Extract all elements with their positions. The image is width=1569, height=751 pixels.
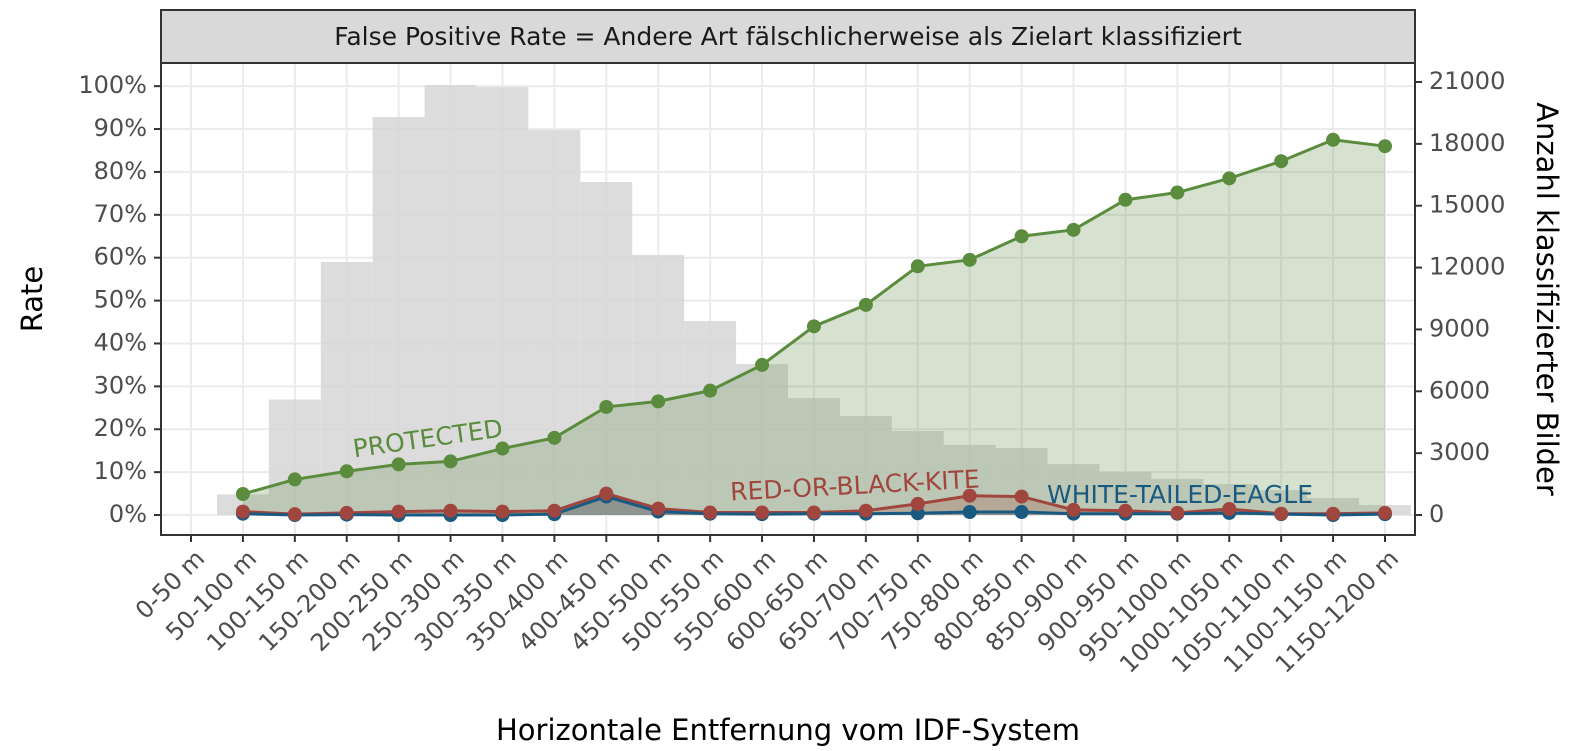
y-tick-label: 30% (94, 371, 147, 399)
point (1222, 502, 1237, 517)
point (235, 487, 250, 502)
y-tick-label: 10% (94, 457, 147, 485)
bar (684, 320, 737, 515)
point (1378, 505, 1392, 520)
point (1014, 229, 1029, 244)
point (547, 430, 562, 445)
y-tick-label: 50% (94, 286, 147, 314)
y-tick-label: 40% (94, 328, 147, 356)
y-tick-label: 60% (94, 243, 147, 271)
point (1326, 506, 1341, 521)
point (495, 441, 510, 456)
y2-tick-label: 3000 (1429, 438, 1490, 466)
bar (372, 117, 425, 515)
point (1222, 171, 1237, 186)
point (1326, 132, 1341, 147)
bar (788, 398, 840, 515)
point (806, 505, 821, 520)
y2-axis-title: Anzahl klassifizierter Bilder (1530, 102, 1564, 496)
y-tick-label: 70% (94, 200, 147, 228)
y-tick-label: 0% (109, 500, 147, 528)
point (703, 383, 718, 398)
point (962, 488, 977, 503)
series-label: WHITE-TAILED-EAGLE (1047, 480, 1313, 509)
point (339, 464, 354, 479)
y-axis-title: Rate (15, 266, 49, 333)
bar (424, 85, 477, 516)
point (755, 505, 770, 520)
y2-tick-label: 0 (1429, 500, 1444, 528)
point (1118, 503, 1133, 518)
y2-tick-label: 12000 (1429, 253, 1505, 281)
y2-tick-label: 9000 (1429, 314, 1490, 342)
point (443, 503, 458, 518)
y2-tick-label: 6000 (1429, 376, 1490, 404)
point (1274, 506, 1289, 521)
point (806, 319, 821, 334)
point (755, 357, 770, 372)
point (1066, 222, 1081, 237)
point (703, 505, 718, 520)
point (858, 297, 873, 312)
point (1014, 489, 1029, 504)
bar (528, 130, 581, 515)
point (910, 496, 925, 511)
point (443, 454, 458, 469)
bar (1307, 498, 1360, 515)
panel-border (160, 62, 1416, 536)
point (1274, 154, 1289, 169)
point (495, 504, 510, 519)
y-tick-label: 100% (78, 71, 147, 99)
y2-tick-label: 21000 (1429, 67, 1505, 95)
bar (839, 416, 892, 515)
bar (995, 447, 1048, 515)
strip (160, 9, 1416, 64)
point (1170, 505, 1185, 520)
point (235, 504, 250, 519)
point (287, 507, 302, 522)
point (858, 503, 873, 518)
point (1378, 139, 1392, 154)
point (1170, 185, 1185, 200)
point (287, 472, 302, 487)
point (391, 457, 406, 472)
point (391, 504, 406, 519)
bar (580, 182, 633, 515)
point (651, 394, 666, 409)
bar (268, 399, 321, 515)
point (599, 399, 614, 414)
point (339, 505, 354, 520)
point (1066, 502, 1081, 517)
point (962, 252, 977, 267)
y-tick-label: 80% (94, 157, 147, 185)
bar (736, 364, 788, 515)
y-tick-label: 20% (94, 414, 147, 442)
y-tick-label: 90% (94, 114, 147, 142)
y2-tick-label: 15000 (1429, 191, 1505, 219)
point (651, 501, 666, 516)
point (962, 505, 977, 520)
y2-tick-label: 18000 (1429, 129, 1505, 157)
x-axis-title: Horizontale Entfernung vom IDF-System (496, 713, 1080, 747)
point (910, 259, 925, 274)
bar (632, 255, 685, 515)
chart-title: False Positive Rate = Andere Art fälschl… (334, 22, 1242, 51)
point (547, 503, 562, 518)
bar (943, 444, 996, 515)
point (1014, 505, 1029, 520)
point (1118, 192, 1133, 207)
point (599, 486, 614, 501)
